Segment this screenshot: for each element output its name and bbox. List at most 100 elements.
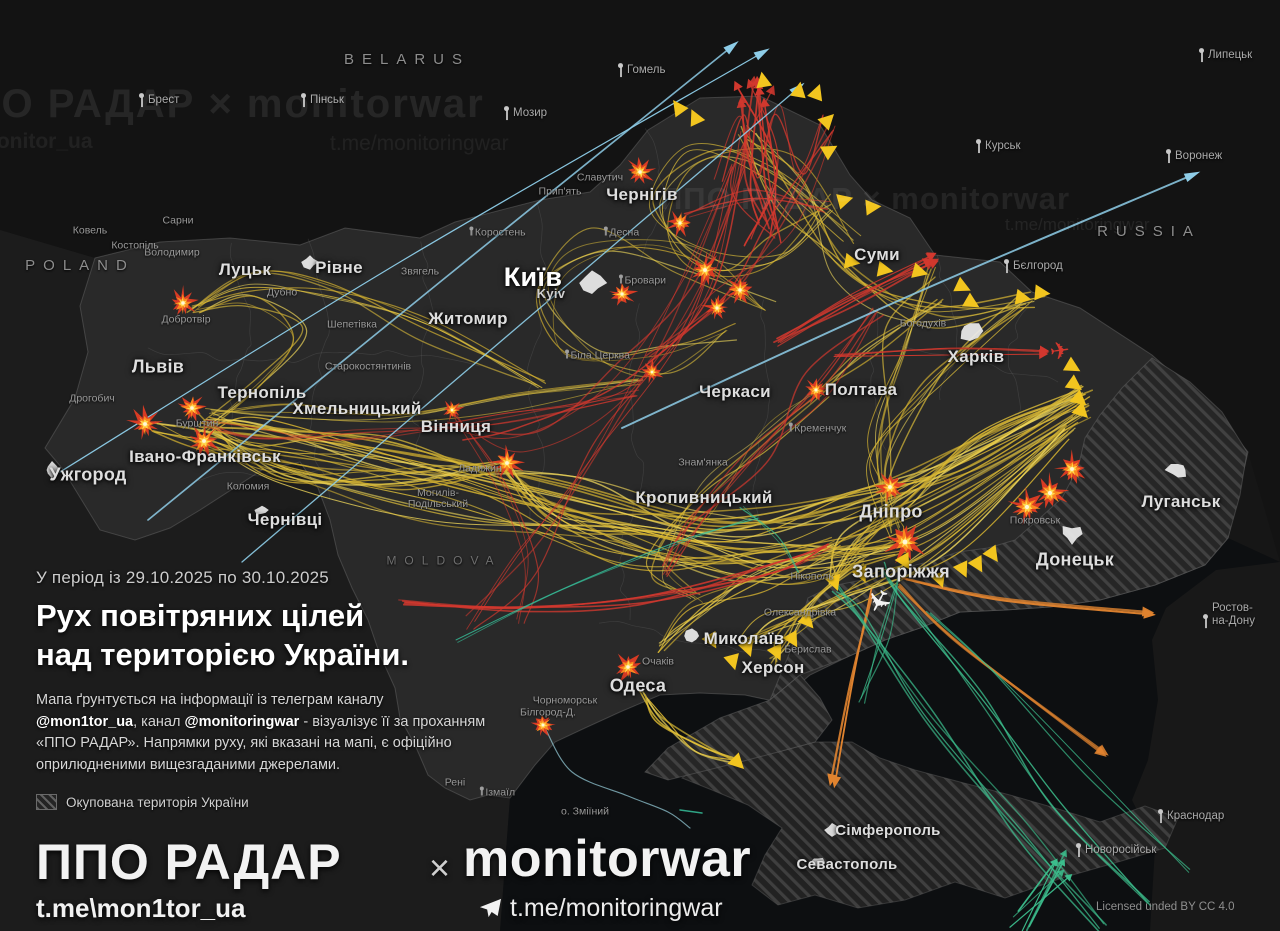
flight-track xyxy=(866,300,1033,538)
track-arrowhead xyxy=(1050,858,1058,867)
track-arrowhead xyxy=(748,75,759,86)
oblast-border-line xyxy=(752,299,771,531)
foreign-city-name: Курськ xyxy=(985,140,1021,153)
flight-track xyxy=(147,47,731,521)
track-arrowhead xyxy=(1183,171,1201,183)
track-bundle-red xyxy=(833,345,1050,360)
direction-triangle-marker xyxy=(836,194,854,210)
direction-triangle-marker xyxy=(701,630,717,649)
map-pin-icon xyxy=(139,93,144,108)
track-arrowhead xyxy=(753,48,770,61)
flight-track xyxy=(742,506,799,574)
explosion-icon xyxy=(126,404,164,440)
explosion-icon xyxy=(530,715,556,737)
track-bundle-blue xyxy=(147,40,739,521)
town-label: Костопіль xyxy=(111,239,159,252)
flight-track xyxy=(661,314,884,567)
flight-track xyxy=(204,416,1092,585)
foreign-city-name: Новоросійськ xyxy=(1085,844,1157,857)
town-label: Кременчук xyxy=(788,422,846,434)
oblast-border-line xyxy=(901,345,1059,383)
foreign-city-name: Гомель xyxy=(627,64,666,77)
city-label: Чернігів xyxy=(606,185,678,205)
track-bundle-yellow xyxy=(639,690,736,764)
town-label: Бровари xyxy=(618,274,666,286)
direction-triangle-marker xyxy=(865,199,882,216)
explosion-icon xyxy=(177,396,207,422)
direction-triangle-marker xyxy=(953,276,971,292)
city-label: Запоріжжя xyxy=(852,561,950,582)
direction-triangle-marker xyxy=(967,554,983,573)
flight-track xyxy=(881,568,1150,903)
flight-track xyxy=(663,536,833,652)
town-label: Сарни xyxy=(162,214,194,227)
explosion-icon xyxy=(1053,449,1086,484)
town-label: Покровськ xyxy=(1009,514,1061,527)
flight-track xyxy=(205,389,640,441)
oblast-border-line xyxy=(147,347,481,367)
flight-track xyxy=(743,81,769,225)
flight-track xyxy=(1012,872,1062,918)
city-label: Kyiv xyxy=(536,286,566,302)
track-arrowhead xyxy=(723,40,739,55)
flight-track xyxy=(457,515,759,643)
explosion-icon xyxy=(884,524,925,564)
track-arrowhead xyxy=(1096,744,1109,756)
foreign-city-label: Бєлгород xyxy=(1004,259,1063,274)
direction-triangle-marker xyxy=(727,752,745,770)
flight-track xyxy=(665,312,877,576)
map-pin-icon xyxy=(504,106,509,121)
flight-track xyxy=(621,175,1191,429)
oblast-shape-icon xyxy=(810,857,825,867)
legend: Окупована територія України xyxy=(36,794,506,810)
telegram-plane-icon xyxy=(479,898,502,918)
flight-track xyxy=(747,139,1036,310)
flight-track xyxy=(505,463,897,562)
flight-track xyxy=(210,379,644,421)
map-title-line2: над територією України. xyxy=(36,637,410,672)
town-label: Ковель xyxy=(72,224,108,237)
flight-track xyxy=(198,295,295,432)
flight-track xyxy=(736,85,778,247)
brand-monitorwar: monitorwar xyxy=(463,830,752,888)
direction-triangle-marker xyxy=(782,629,798,648)
track-bundle-red xyxy=(644,123,836,366)
map-pin-icon xyxy=(1203,614,1208,629)
town-label: Володимир xyxy=(144,246,200,259)
track-bundle-yellow xyxy=(737,423,1077,650)
direction-triangle-marker xyxy=(1069,389,1087,406)
map-pin-icon xyxy=(1166,149,1171,164)
flight-track xyxy=(881,276,936,501)
track-arrowhead xyxy=(1059,849,1067,858)
direction-triangle-marker xyxy=(1071,401,1089,419)
track-bundle-red xyxy=(452,412,540,624)
map-pin-icon xyxy=(479,786,483,796)
track-bundle-teal xyxy=(679,809,703,814)
direction-triangle-marker xyxy=(738,639,754,657)
town-label: Біла Церква xyxy=(564,349,630,361)
map-pin-icon xyxy=(469,226,473,236)
map-pin-icon xyxy=(1199,48,1204,63)
flight-track xyxy=(201,398,1082,525)
flight-track xyxy=(642,691,734,764)
oblast-border-line xyxy=(411,241,435,456)
foreign-city-label: Ростов- на-Дону xyxy=(1203,602,1255,629)
oblast-border-line xyxy=(619,303,645,621)
foreign-city-name: Краснодар xyxy=(1167,810,1225,823)
track-bundle-green xyxy=(858,576,900,704)
oblast-shape-icon xyxy=(960,323,984,341)
description-text: - візуалізує її за проханням «ППО РАДАР»… xyxy=(36,713,486,773)
direction-triangle-marker xyxy=(819,145,838,161)
date-range: У період із 29.10.2025 по 30.10.2025 xyxy=(36,568,329,587)
direction-triangle-marker xyxy=(766,643,782,661)
flight-track xyxy=(746,125,1035,323)
town-label: Олександрівка xyxy=(763,606,837,619)
foreign-city-name: Пінськ xyxy=(310,94,344,107)
direction-triangle-marker xyxy=(723,653,739,671)
flight-track xyxy=(819,298,938,390)
foreign-city-label: Новоросійськ xyxy=(1076,843,1157,858)
town-label: Бурштин xyxy=(175,417,219,430)
flight-track xyxy=(831,590,1100,931)
